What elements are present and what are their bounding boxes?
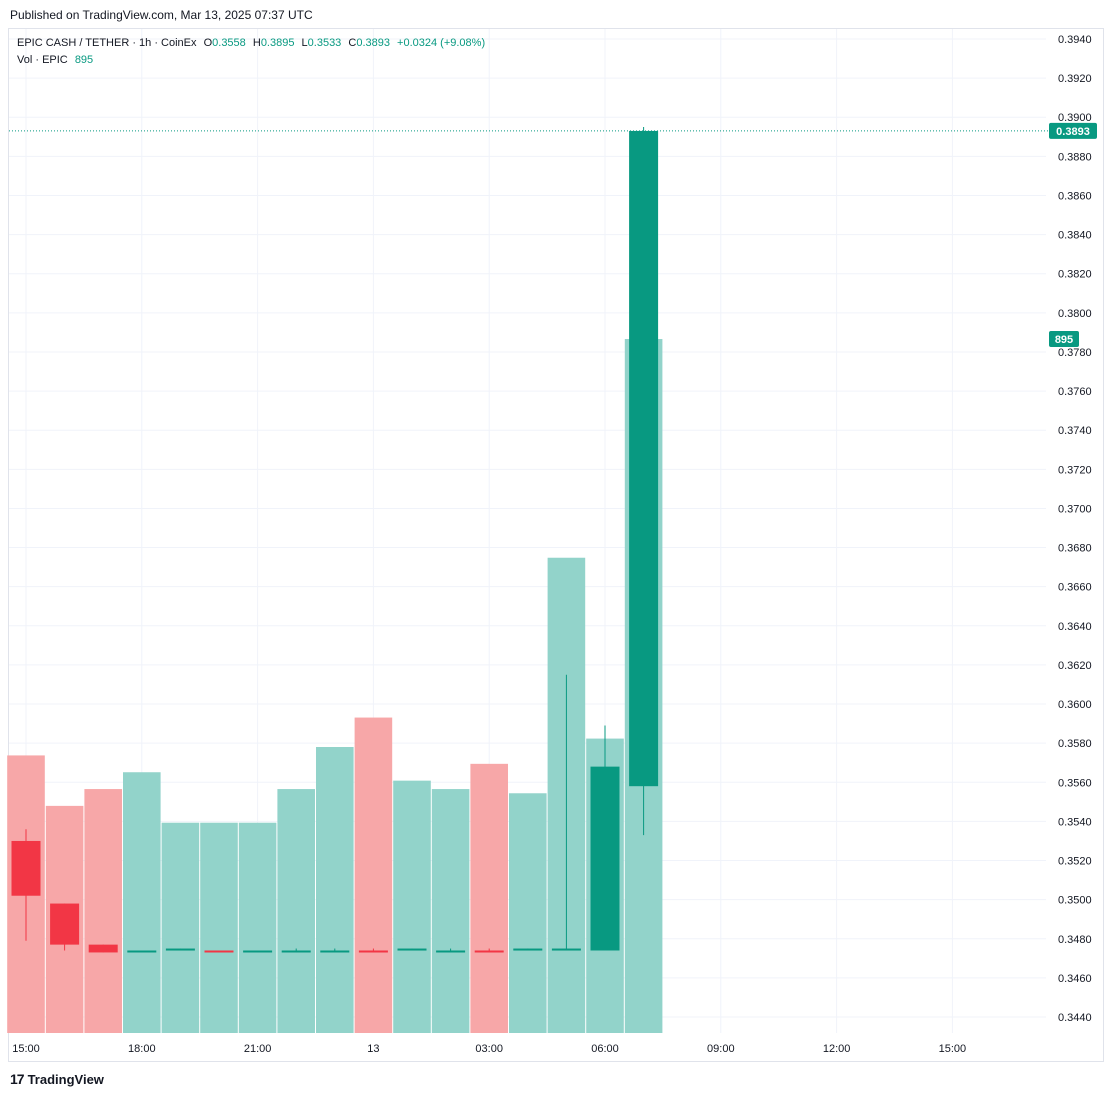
price-tick-label: 0.3800 xyxy=(1058,308,1092,320)
legend: EPIC CASH / TETHER · 1h · CoinEx O0.3558… xyxy=(17,35,489,69)
legend-close: 0.3893 xyxy=(356,37,390,49)
price-tick-label: 0.3880 xyxy=(1058,151,1092,163)
price-tick-label: 0.3780 xyxy=(1058,347,1092,359)
legend-change: +0.0324 (+9.08%) xyxy=(397,37,486,49)
price-tick-label: 0.3540 xyxy=(1058,816,1092,828)
price-tick-label: 0.3700 xyxy=(1058,503,1092,515)
candle-body xyxy=(436,950,466,953)
last-volume-badge xyxy=(1049,331,1079,348)
price-tick-label: 0.3440 xyxy=(1058,1012,1092,1024)
time-tick-label: 15:00 xyxy=(939,1043,967,1055)
price-tick-label: 0.3940 xyxy=(1058,34,1092,46)
time-tick-label: 21:00 xyxy=(244,1043,272,1055)
candle-body xyxy=(88,944,118,953)
candle-body xyxy=(474,950,504,953)
last-price-label: 0.3893 xyxy=(1056,126,1090,138)
price-tick-label: 0.3600 xyxy=(1058,699,1092,711)
candle-body xyxy=(358,950,388,953)
legend-low: 0.3533 xyxy=(307,37,342,49)
legend-volume: 895 xyxy=(74,54,94,66)
candle-body xyxy=(397,948,427,951)
tradingview-logo-icon: 17 xyxy=(10,1071,25,1087)
price-tick-label: 0.3840 xyxy=(1058,230,1092,242)
legend-open: 0.3558 xyxy=(212,37,246,49)
last-volume-label: 895 xyxy=(1055,334,1073,346)
volume-bar xyxy=(431,789,470,1033)
price-tick-label: 0.3900 xyxy=(1058,112,1092,124)
legend-symbol[interactable]: EPIC CASH / TETHER · 1h · CoinEx xyxy=(17,37,197,49)
candle-body xyxy=(281,950,311,953)
legend-high-label: H xyxy=(252,37,261,49)
footer-brand[interactable]: 17 TradingView xyxy=(10,1071,104,1087)
candle-body xyxy=(320,950,350,953)
price-tick-label: 0.3620 xyxy=(1058,660,1092,672)
legend-row-ohlc: EPIC CASH / TETHER · 1h · CoinEx O0.3558… xyxy=(17,35,489,52)
legend-low-label: L xyxy=(301,37,308,49)
price-tick-label: 0.3720 xyxy=(1058,464,1092,476)
volume-bar xyxy=(509,793,547,1033)
price-tick-label: 0.3760 xyxy=(1058,386,1092,398)
price-tick-label: 0.3740 xyxy=(1058,425,1092,437)
candle-body xyxy=(165,948,195,951)
price-tick-label: 0.3560 xyxy=(1058,777,1092,789)
volume-bar xyxy=(470,763,508,1033)
time-tick-label: 03:00 xyxy=(475,1043,503,1055)
volume-bar xyxy=(84,789,122,1033)
chart-frame xyxy=(8,28,1104,1062)
candle-body xyxy=(243,950,273,953)
last-price-badge xyxy=(1049,122,1097,139)
volume-bar xyxy=(123,772,161,1033)
volume-bar xyxy=(161,822,200,1033)
time-tick-label: 13 xyxy=(367,1043,379,1055)
price-tick-label: 0.3660 xyxy=(1058,582,1092,594)
price-tick-label: 0.3640 xyxy=(1058,621,1092,633)
price-tick-label: 0.3920 xyxy=(1058,73,1092,85)
price-tick-label: 0.3580 xyxy=(1058,738,1092,750)
legend-high: 0.3895 xyxy=(260,37,295,49)
volume-bar xyxy=(393,780,431,1033)
volume-bar xyxy=(277,789,315,1033)
legend-open-label: O xyxy=(203,37,213,49)
published-note: Published on TradingView.com, Mar 13, 20… xyxy=(10,8,313,22)
volume-bar xyxy=(238,822,277,1033)
price-tick-label: 0.3480 xyxy=(1058,934,1092,946)
price-tick-label: 0.3500 xyxy=(1058,895,1092,907)
candle-body xyxy=(11,840,41,896)
candle-body xyxy=(204,950,234,953)
time-tick-label: 12:00 xyxy=(823,1043,851,1055)
time-tick-label: 15:00 xyxy=(12,1043,40,1055)
price-tick-label: 0.3520 xyxy=(1058,856,1092,868)
candle-body xyxy=(50,903,80,945)
candle-body xyxy=(551,948,581,951)
price-tick-label: 0.3460 xyxy=(1058,973,1092,985)
candle-body xyxy=(127,950,157,953)
price-tick-label: 0.3820 xyxy=(1058,269,1092,281)
legend-close-label: C xyxy=(348,37,357,49)
candle-body xyxy=(590,766,620,951)
legend-volume-label[interactable]: Vol · EPIC xyxy=(17,54,68,66)
legend-row-volume: Vol · EPIC 895 xyxy=(17,52,489,69)
time-tick-label: 09:00 xyxy=(707,1043,735,1055)
price-tick-label: 0.3680 xyxy=(1058,543,1092,555)
volume-bar xyxy=(200,822,238,1033)
volume-bar xyxy=(316,747,354,1033)
footer-brand-name: TradingView xyxy=(27,1071,104,1087)
volume-bar xyxy=(354,717,393,1033)
time-tick-label: 18:00 xyxy=(128,1043,156,1055)
candle-body xyxy=(629,130,659,787)
time-tick-label: 06:00 xyxy=(591,1043,619,1055)
price-tick-label: 0.3860 xyxy=(1058,190,1092,202)
candle-body xyxy=(513,948,543,951)
